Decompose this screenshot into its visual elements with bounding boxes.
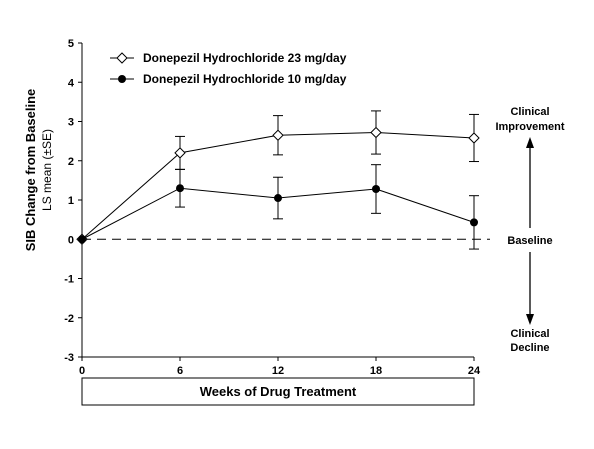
data-point-circle: [470, 218, 478, 227]
legend-label-10mg: Donepezil Hydrochloride 10 mg/day: [143, 72, 347, 86]
x-tick-label: 6: [177, 365, 183, 377]
y-axis-label: SIB Change from Baseline: [23, 89, 38, 252]
y-tick-label: -1: [64, 274, 74, 286]
y-tick-label: -3: [64, 352, 74, 364]
y-tick-label: 3: [68, 117, 74, 129]
x-tick-label: 24: [468, 365, 481, 377]
x-axis-label-frame: [81, 377, 475, 406]
baseline-label: Baseline: [507, 235, 552, 247]
y-axis-sublabel: LS mean (±SE): [40, 129, 54, 211]
annotations: Clinical Improvement Baseline Clinical D…: [495, 106, 564, 354]
y-tick-label: 2: [68, 156, 74, 168]
data-point-diamond: [174, 147, 186, 159]
legend-marker-open-diamond: [116, 52, 128, 64]
y-tick-label: 0: [68, 234, 74, 246]
data-point-circle: [176, 184, 184, 193]
annotation-improvement-line1: Clinical: [510, 106, 549, 118]
data-point-diamond: [468, 132, 480, 144]
x-ticks: 0 6 12 18 24: [79, 357, 481, 377]
annotation-decline-line2: Decline: [510, 342, 549, 354]
y-ticks: -3 -2 -1 0 1 2 3 4 5: [64, 38, 82, 364]
data-point-circle: [372, 185, 380, 194]
x-axis-label-box: Weeks of Drug Treatment: [81, 377, 475, 406]
y-tick-label: 1: [68, 195, 74, 207]
arrow-down-icon: [526, 314, 534, 325]
data-point-circle: [78, 235, 86, 244]
y-tick-label: 5: [68, 38, 74, 50]
x-axis-label: Weeks of Drug Treatment: [200, 384, 357, 399]
x-tick-label: 0: [79, 365, 85, 377]
legend-marker-filled-circle: [118, 75, 126, 83]
x-tick-label: 12: [272, 365, 284, 377]
series-1: [78, 164, 479, 250]
y-tick-label: -2: [64, 313, 74, 325]
arrow-up-icon: [526, 137, 534, 148]
x-tick-label: 18: [370, 365, 382, 377]
data-point-diamond: [272, 129, 284, 141]
data-point-circle: [274, 194, 282, 203]
y-axis-label-group: SIB Change from Baseline LS mean (±SE): [23, 89, 54, 252]
series-layer: [76, 110, 480, 250]
y-tick-label: 4: [68, 77, 75, 89]
annotation-improvement-line2: Improvement: [495, 121, 564, 133]
annotation-decline-line1: Clinical: [510, 328, 549, 340]
data-point-diamond: [370, 126, 382, 139]
legend-label-23mg: Donepezil Hydrochloride 23 mg/day: [143, 51, 347, 65]
legend: Donepezil Hydrochloride 23 mg/day Donepe…: [110, 51, 347, 86]
